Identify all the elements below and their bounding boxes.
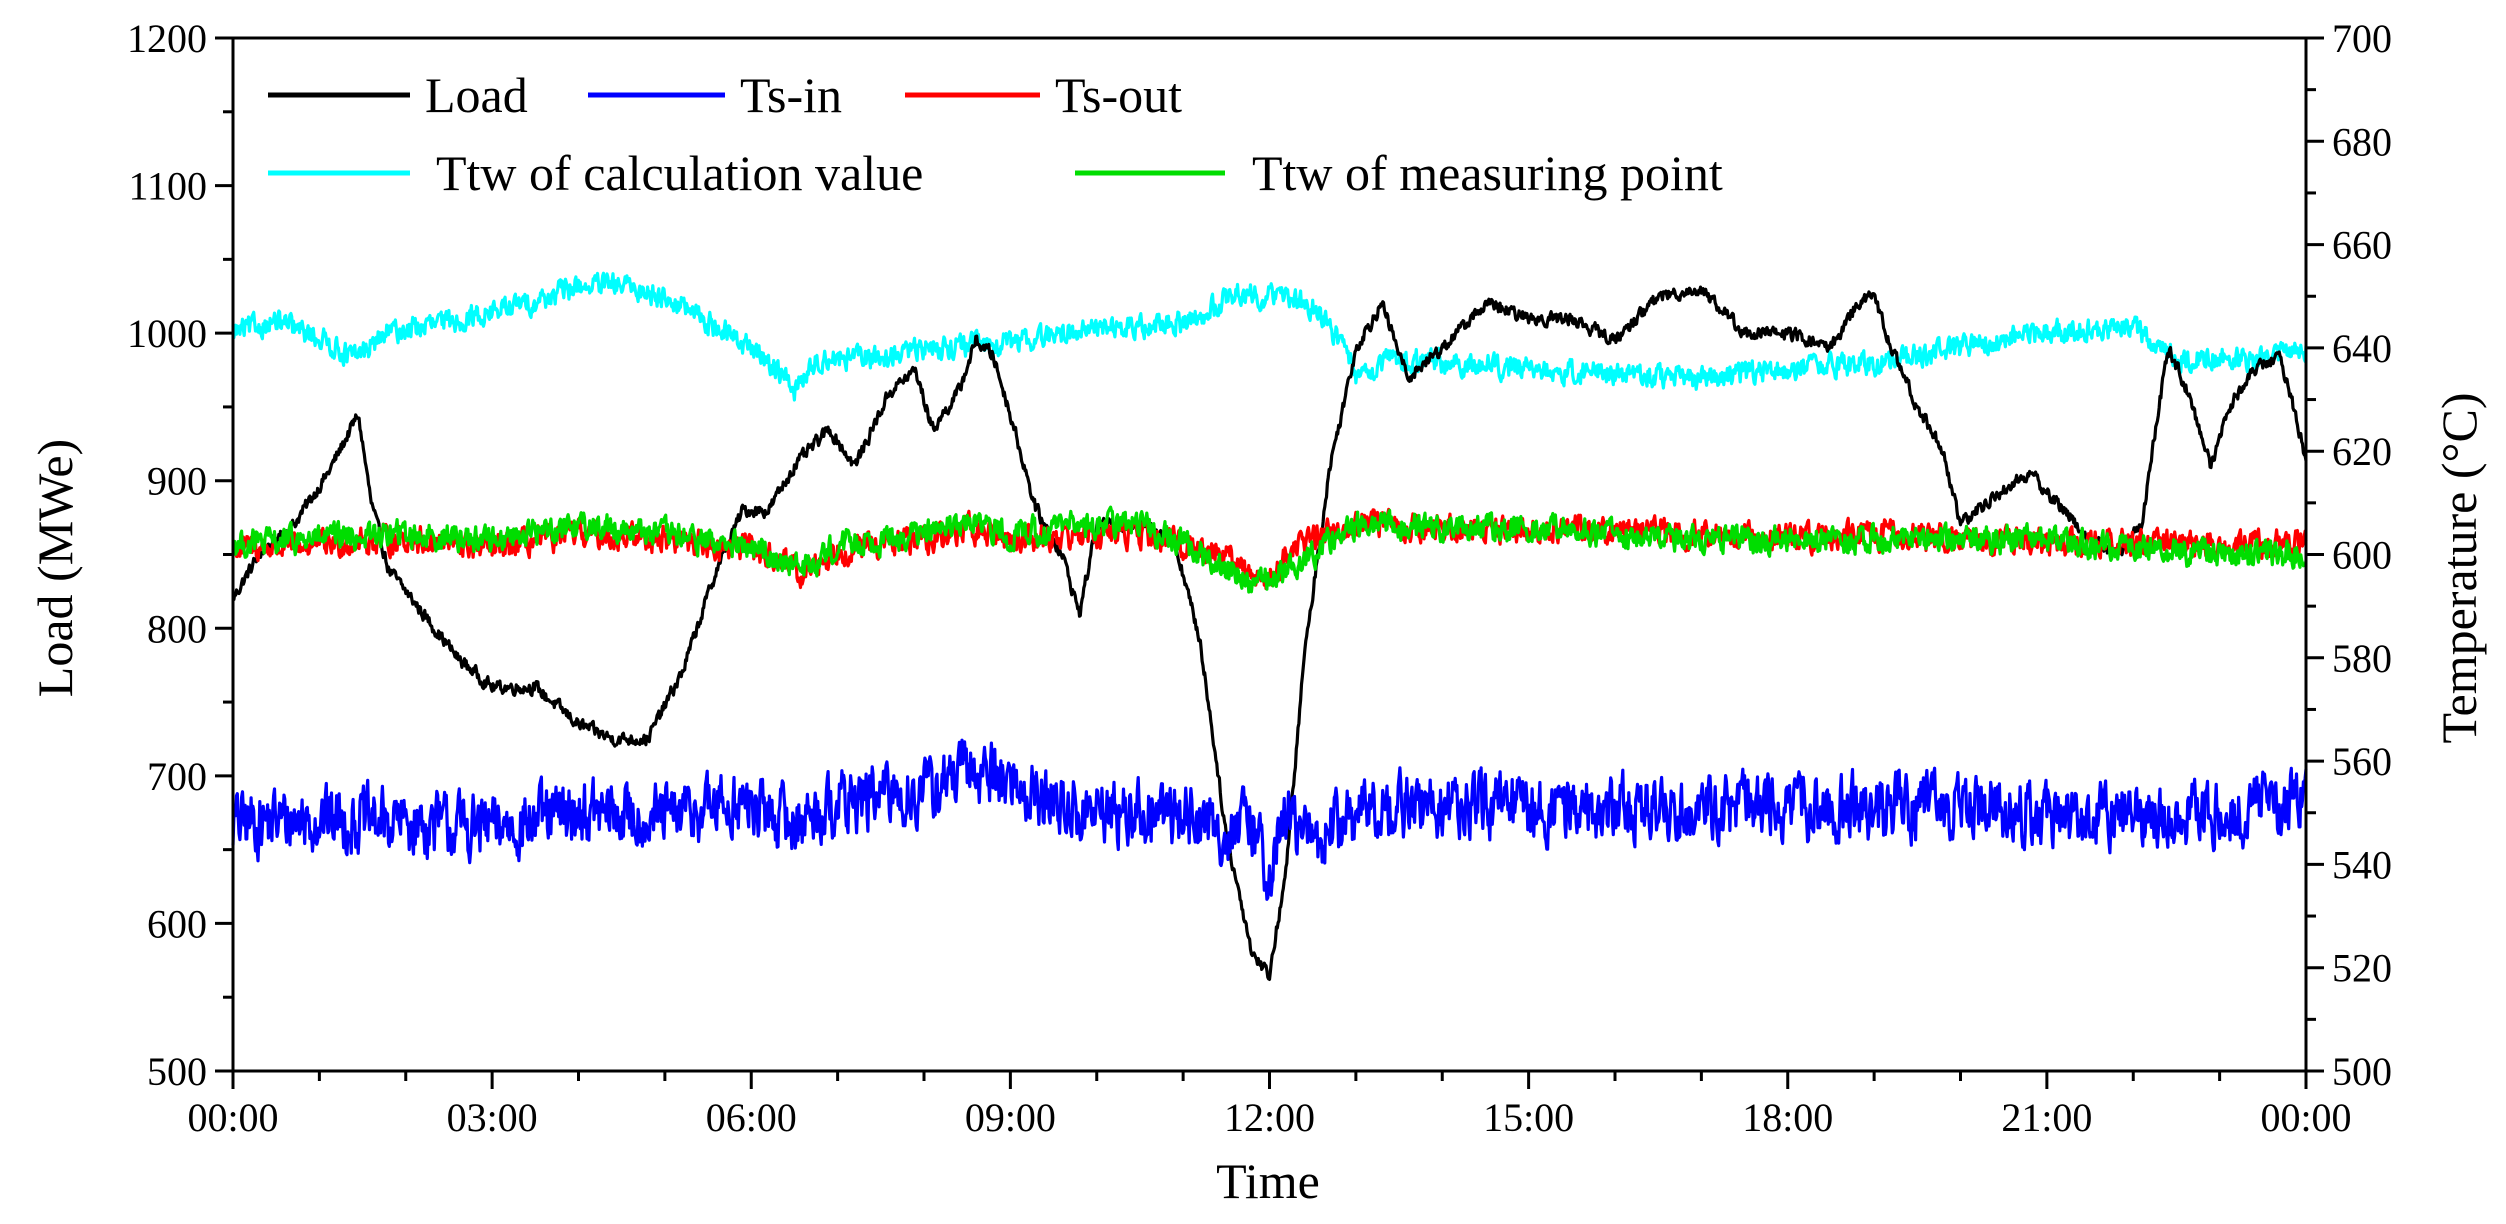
series-layer [231, 271, 2308, 981]
y-right-tick-label: 680 [2332, 119, 2392, 164]
x-tick-label: 00:00 [2260, 1095, 2351, 1140]
y-left-tick-label: 600 [147, 901, 207, 946]
legend-label-ttw-meas: Ttw of measuring point [1252, 145, 1723, 201]
y-axis-title-left: Load (MWe) [27, 439, 83, 697]
x-tick-label: 21:00 [2001, 1095, 2092, 1140]
y-right-tick-label: 520 [2332, 946, 2392, 991]
x-tick-label: 09:00 [965, 1095, 1056, 1140]
x-tick-label: 00:00 [187, 1095, 278, 1140]
plot-frame [231, 36, 2308, 1073]
y-left-tick-label: 900 [147, 459, 207, 504]
y-right-tick-label: 640 [2332, 326, 2392, 371]
y-right-tick-label: 600 [2332, 533, 2392, 578]
y-right-tick-label: 620 [2332, 429, 2392, 474]
x-tick-label: 12:00 [1224, 1095, 1315, 1140]
series-line-ts-in [231, 738, 2308, 901]
x-tick-label: 15:00 [1483, 1095, 1574, 1140]
legend-label-ts-in: Ts-in [740, 67, 842, 123]
y-right-tick-label: 540 [2332, 842, 2392, 887]
y-right-tick-label: 560 [2332, 739, 2392, 784]
x-axis-title: Time [1216, 1153, 1320, 1209]
y-left-tick-label: 1100 [128, 164, 207, 209]
y-left-tick-label: 700 [147, 754, 207, 799]
y-left-tick-label: 1200 [127, 16, 207, 61]
x-tick-label: 18:00 [1742, 1095, 1833, 1140]
series-line-ttw-of-calculation-value [231, 271, 2308, 402]
series-line-load [231, 285, 2308, 981]
legend-label-load: Load [425, 67, 528, 123]
y-right-tick-label: 580 [2332, 636, 2392, 681]
series-line-ttw-of-measuring-point [231, 505, 2308, 594]
y-right-tick-label: 660 [2332, 223, 2392, 268]
y-left-tick-label: 500 [147, 1049, 207, 1094]
legend-label-ts-out: Ts-out [1055, 67, 1182, 123]
legend-label-ttw-calc: Ttw of calculation value [436, 145, 923, 201]
y-axis-title-right: Temperature (°C) [2431, 392, 2487, 743]
y-right-tick-label: 700 [2332, 16, 2392, 61]
x-tick-label: 06:00 [706, 1095, 797, 1140]
x-tick-label: 03:00 [447, 1095, 538, 1140]
legend: Load Ts-in Ts-out Ttw of calculation val… [268, 67, 1723, 201]
y-left-tick-label: 1000 [127, 311, 207, 356]
tick-layer: 00:00 03:00 06:00 09:00 12:00 15:00 18:00 21:00… [127, 16, 2392, 1140]
y-left-tick-label: 800 [147, 606, 207, 651]
y-right-tick-label: 500 [2332, 1049, 2392, 1094]
